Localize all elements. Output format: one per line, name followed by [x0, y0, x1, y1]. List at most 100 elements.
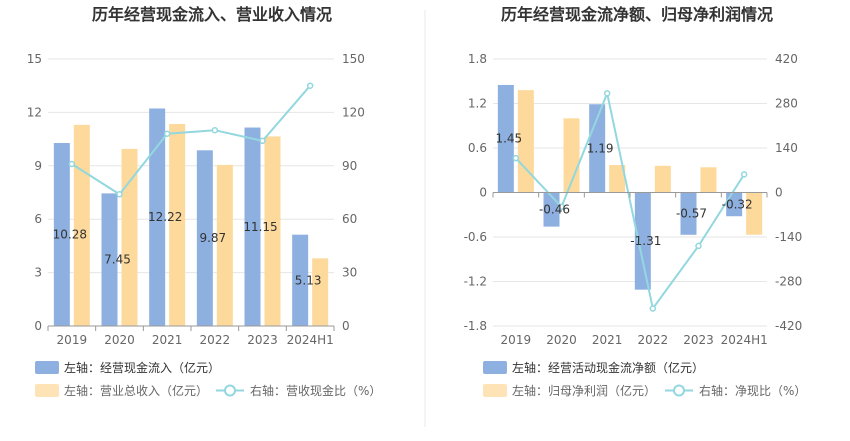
right-axis-tick-label: 120 — [342, 105, 365, 119]
data-labels: 1.45 -0.46 1.19 -1.31 -0.57 -0.32 — [495, 132, 752, 248]
bar-data-label: 9.87 — [199, 231, 226, 245]
right-axis-tick-label: -420 — [775, 319, 802, 333]
bar-right-series — [73, 124, 90, 326]
x-axis-tick-label: 2020 — [104, 333, 135, 347]
bar-right-series — [216, 164, 233, 326]
x-axis-tick-label: 2019 — [501, 333, 532, 347]
bar-left-series — [244, 127, 261, 326]
bar-left-series — [53, 143, 70, 326]
left-axis-tick-label: 1.8 — [468, 52, 487, 66]
bar-left-series — [101, 193, 118, 326]
bar-right-series — [312, 258, 329, 326]
left-axis-tick-label: 1.2 — [468, 97, 487, 111]
legend-item-revenue[interactable]: 左轴：营业总收入（亿元） — [35, 383, 208, 398]
x-axis-tick-label: 2024H1 — [721, 333, 768, 347]
right-axis: -420 -280 -140 0 140 280 420 — [775, 52, 802, 333]
bar-data-label: 7.45 — [104, 253, 131, 267]
ratio-line-point — [163, 130, 171, 138]
legend-item-net-cashflow[interactable]: 左轴：经营活动现金流净额（亿元） — [483, 360, 704, 375]
bar-right-series — [169, 123, 186, 326]
bar-right-series — [517, 90, 534, 193]
right-axis: 0 30 60 90 120 150 — [342, 52, 365, 333]
x-axis-tick-label: 2021 — [152, 333, 183, 347]
ratio-line-point — [211, 126, 219, 134]
right-axis-tick-label: 90 — [342, 159, 357, 173]
legend-swatch — [35, 361, 59, 374]
left-axis-tick-label: 12 — [27, 105, 42, 119]
x-axis-tick-label: 2023 — [683, 333, 714, 347]
left-axis-tick-label: -0.6 — [464, 230, 487, 244]
bar-data-label: -0.57 — [676, 207, 707, 221]
legend-swatch — [35, 384, 59, 397]
left-axis-tick-label: 15 — [27, 52, 42, 66]
net-cashflow-profit-chart: 历年经营现金流净额、归母净利润情况 -1.8 -1.2 -0.6 0 0.6 1.2 1.8… — [464, 5, 807, 398]
left-axis-tick-label: 3 — [34, 266, 42, 280]
ratio-line-point — [259, 137, 266, 145]
bar-right-series — [609, 165, 626, 193]
bars — [497, 84, 763, 290]
ratio-line-path — [71, 85, 311, 196]
legend-item-net-profit[interactable]: 左轴：归母净利润（亿元） — [483, 383, 656, 398]
x-axis-tick-label: 2022 — [200, 333, 231, 347]
left-axis-tick-label: 0 — [34, 319, 42, 333]
bar-left-series — [149, 108, 166, 326]
bar-left-series — [726, 192, 743, 217]
ratio-line-point — [603, 90, 611, 97]
bar-right-series — [264, 136, 281, 326]
ratio-line-point — [649, 305, 657, 312]
left-axis: 0 3 6 9 12 15 — [27, 52, 42, 333]
legend-label: 左轴：经营现金流入（亿元） — [64, 360, 220, 375]
right-axis-tick-label: 30 — [342, 266, 357, 280]
x-axis-tick-label: 2024H1 — [287, 333, 334, 347]
bars — [53, 108, 329, 326]
ratio-line-point — [512, 154, 520, 162]
chart-title: 历年经营现金流净额、归母净利润情况 — [501, 5, 773, 24]
bar-left-series — [680, 192, 697, 235]
bar-data-label: 5.13 — [295, 273, 322, 287]
bar-data-label: 12.22 — [148, 210, 182, 224]
x-axis: 2019 2020 2021 2022 2023 2024H1 — [492, 192, 768, 347]
x-axis-tick-label: 2019 — [57, 333, 88, 347]
bar-left-series — [196, 150, 213, 326]
legend-item-net-cash-ratio[interactable]: 右轴：净现比（%） — [665, 383, 806, 398]
bar-left-series — [292, 234, 309, 326]
right-axis-tick-label: 0 — [342, 319, 350, 333]
legend: 左轴：经营现金流入（亿元） 左轴：营业总收入（亿元） 右轴：营收现金比（%） — [35, 360, 381, 398]
legend-marker — [673, 384, 685, 397]
right-axis-tick-label: 0 — [775, 186, 783, 200]
right-axis-tick-label: 150 — [342, 52, 365, 66]
data-labels: 10.28 7.45 12.22 9.87 11.15 5.13 — [53, 210, 322, 287]
bar-left-series — [634, 192, 651, 290]
ratio-line-point — [695, 242, 702, 250]
x-axis-tick-label: 2021 — [592, 333, 623, 347]
right-axis-tick-label: 140 — [775, 141, 798, 155]
legend-item-cash-inflow[interactable]: 左轴：经营现金流入（亿元） — [35, 360, 220, 375]
left-axis-tick-label: 9 — [34, 159, 42, 173]
left-axis-tick-label: 6 — [34, 212, 42, 226]
ratio-line-point — [306, 82, 314, 89]
bar-data-label: -0.46 — [539, 203, 570, 217]
grid — [48, 58, 334, 327]
x-axis: 2019 2020 2021 2022 2023 2024H1 — [47, 325, 335, 347]
bar-data-label: 1.19 — [587, 141, 614, 155]
x-axis-tick-label: 2020 — [546, 333, 577, 347]
bar-data-label: 11.15 — [243, 220, 277, 234]
legend-marker — [224, 384, 236, 397]
legend-label: 左轴：经营活动现金流净额（亿元） — [512, 360, 704, 375]
chart-title: 历年经营现金流入、营业收入情况 — [92, 5, 332, 24]
right-axis-tick-label: 280 — [775, 97, 798, 111]
x-axis-tick-label: 2023 — [247, 333, 278, 347]
bar-data-label: -1.31 — [630, 234, 661, 248]
ratio-line — [512, 89, 748, 312]
bar-data-label: 10.28 — [53, 228, 87, 242]
legend-item-cash-ratio[interactable]: 右轴：营收现金比（%） — [216, 383, 381, 398]
ratio-line-path — [515, 89, 746, 311]
bar-right-series — [700, 167, 717, 193]
left-axis-tick-label: 0 — [479, 186, 487, 200]
right-axis-tick-label: 60 — [342, 212, 357, 226]
legend-label: 右轴：净现比（%） — [699, 383, 806, 398]
bar-right-series — [746, 192, 763, 235]
ratio-line-point — [68, 160, 76, 168]
legend-label: 左轴：营业总收入（亿元） — [64, 383, 208, 398]
